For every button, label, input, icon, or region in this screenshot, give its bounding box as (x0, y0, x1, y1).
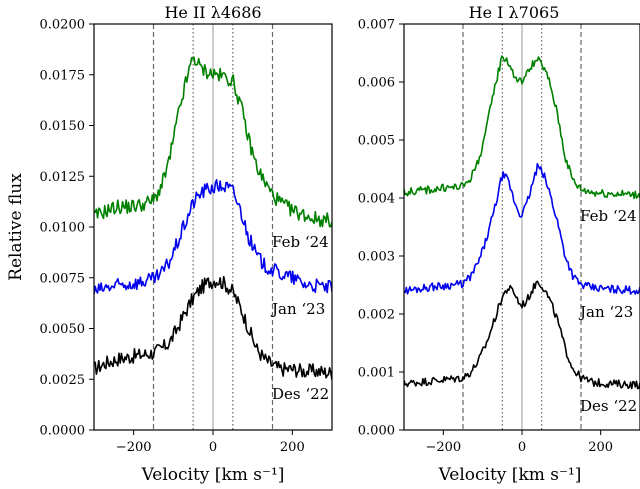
y-tick-label: 0.0150 (40, 119, 86, 134)
x-axis-label: Velocity [km s⁻¹] (141, 465, 285, 485)
y-tick-label: 0.0000 (40, 424, 86, 439)
y-tick-label: 0.0175 (40, 68, 86, 83)
y-tick-label: 0.003 (358, 250, 395, 265)
series-line-1 (404, 280, 640, 390)
series-line-3 (404, 55, 640, 200)
panel-title: He I λ7065 (469, 3, 560, 22)
y-tick-label: 0.006 (358, 76, 395, 91)
x-tick-label: −200 (116, 440, 152, 455)
x-axis-label: Velocity [km s⁻¹] (438, 465, 582, 485)
y-tick-label: 0.0075 (40, 271, 86, 286)
x-tick-label: 0 (518, 440, 526, 455)
series-line-3 (94, 56, 332, 228)
series-line-2 (404, 162, 640, 295)
y-tick-label: 0.0200 (40, 18, 86, 33)
y-tick-label: 0.0100 (40, 221, 86, 236)
x-tick-label: 0 (209, 440, 217, 455)
series-label: Des ‘22 (272, 385, 329, 403)
series-line-1 (94, 275, 332, 381)
y-tick-label: 0.004 (358, 192, 395, 207)
y-tick-label: 0.0125 (40, 170, 86, 185)
y-tick-label: 0.005 (358, 134, 395, 149)
series-label: Des ‘22 (580, 397, 637, 415)
x-tick-label: 200 (588, 440, 613, 455)
series-label: Feb ‘24 (272, 233, 329, 251)
y-axis-label: Relative flux (6, 173, 26, 281)
y-tick-label: 0.0050 (40, 322, 86, 337)
panel-title: He II λ4686 (164, 3, 261, 22)
y-tick-label: 0.002 (358, 308, 395, 323)
y-tick-label: 0.007 (358, 18, 395, 33)
series-label: Feb ‘24 (580, 207, 637, 225)
x-tick-label: 200 (280, 440, 305, 455)
series-label: Jan ‘23 (270, 300, 325, 318)
y-tick-label: 0.000 (358, 424, 395, 439)
y-tick-label: 0.0025 (40, 373, 86, 388)
series-line-2 (94, 179, 332, 295)
chart-panel-1: Des ‘22 Jan ‘23 Feb ‘24 −200 0 200 0.0000 0.002… (6, 3, 333, 485)
chart-panel-2: Des ‘22 Jan ‘23 Feb ‘24 −200 0 200 0.000 0.001 0… (358, 3, 640, 485)
x-tick-label: −200 (425, 440, 461, 455)
y-tick-label: 0.001 (358, 366, 395, 381)
series-label: Jan ‘23 (578, 303, 633, 321)
